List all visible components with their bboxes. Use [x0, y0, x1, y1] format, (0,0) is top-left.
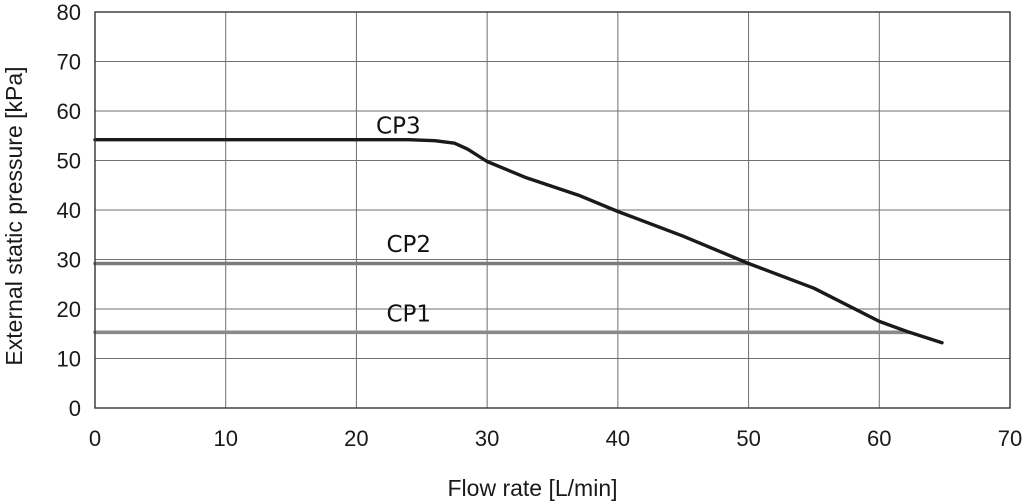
y-tick-label: 20: [57, 297, 81, 322]
tick-labels: 0 10 20 30 40 50 60 70 0 10 20 30 40 50 60 70 80: [57, 0, 1023, 451]
x-tick-label: 60: [867, 426, 891, 451]
grid: [95, 12, 1010, 408]
y-tick-label: 10: [57, 347, 81, 372]
plot-frame: [94, 11, 1011, 409]
y-tick-label: 30: [57, 248, 81, 273]
y-tick-label: 80: [57, 0, 81, 25]
y-tick-label: 0: [69, 396, 81, 421]
y-axis-title: External static pressure [kPa]: [1, 66, 27, 365]
x-tick-label: 30: [475, 426, 499, 451]
y-tick-label: 60: [57, 99, 81, 124]
x-tick-label: 10: [213, 426, 237, 451]
series-lines: [93, 138, 944, 345]
y-tick-label: 40: [57, 198, 81, 223]
series-label-cp3: CP3: [376, 113, 421, 139]
x-tick-label: 20: [344, 426, 368, 451]
y-tick-label: 50: [57, 149, 81, 174]
series-labels: CP3 CP2 CP1: [376, 113, 431, 327]
series-label-cp2: CP2: [386, 232, 431, 258]
x-tick-label: 0: [89, 426, 101, 451]
x-axis-title: Flow rate [L/min]: [448, 475, 618, 501]
x-tick-label: 40: [606, 426, 630, 451]
x-tick-label: 50: [736, 426, 760, 451]
x-tick-label: 70: [998, 426, 1022, 451]
y-tick-label: 70: [57, 50, 81, 75]
series-label-cp1: CP1: [386, 301, 431, 327]
series-line-cp3: [93, 138, 944, 345]
